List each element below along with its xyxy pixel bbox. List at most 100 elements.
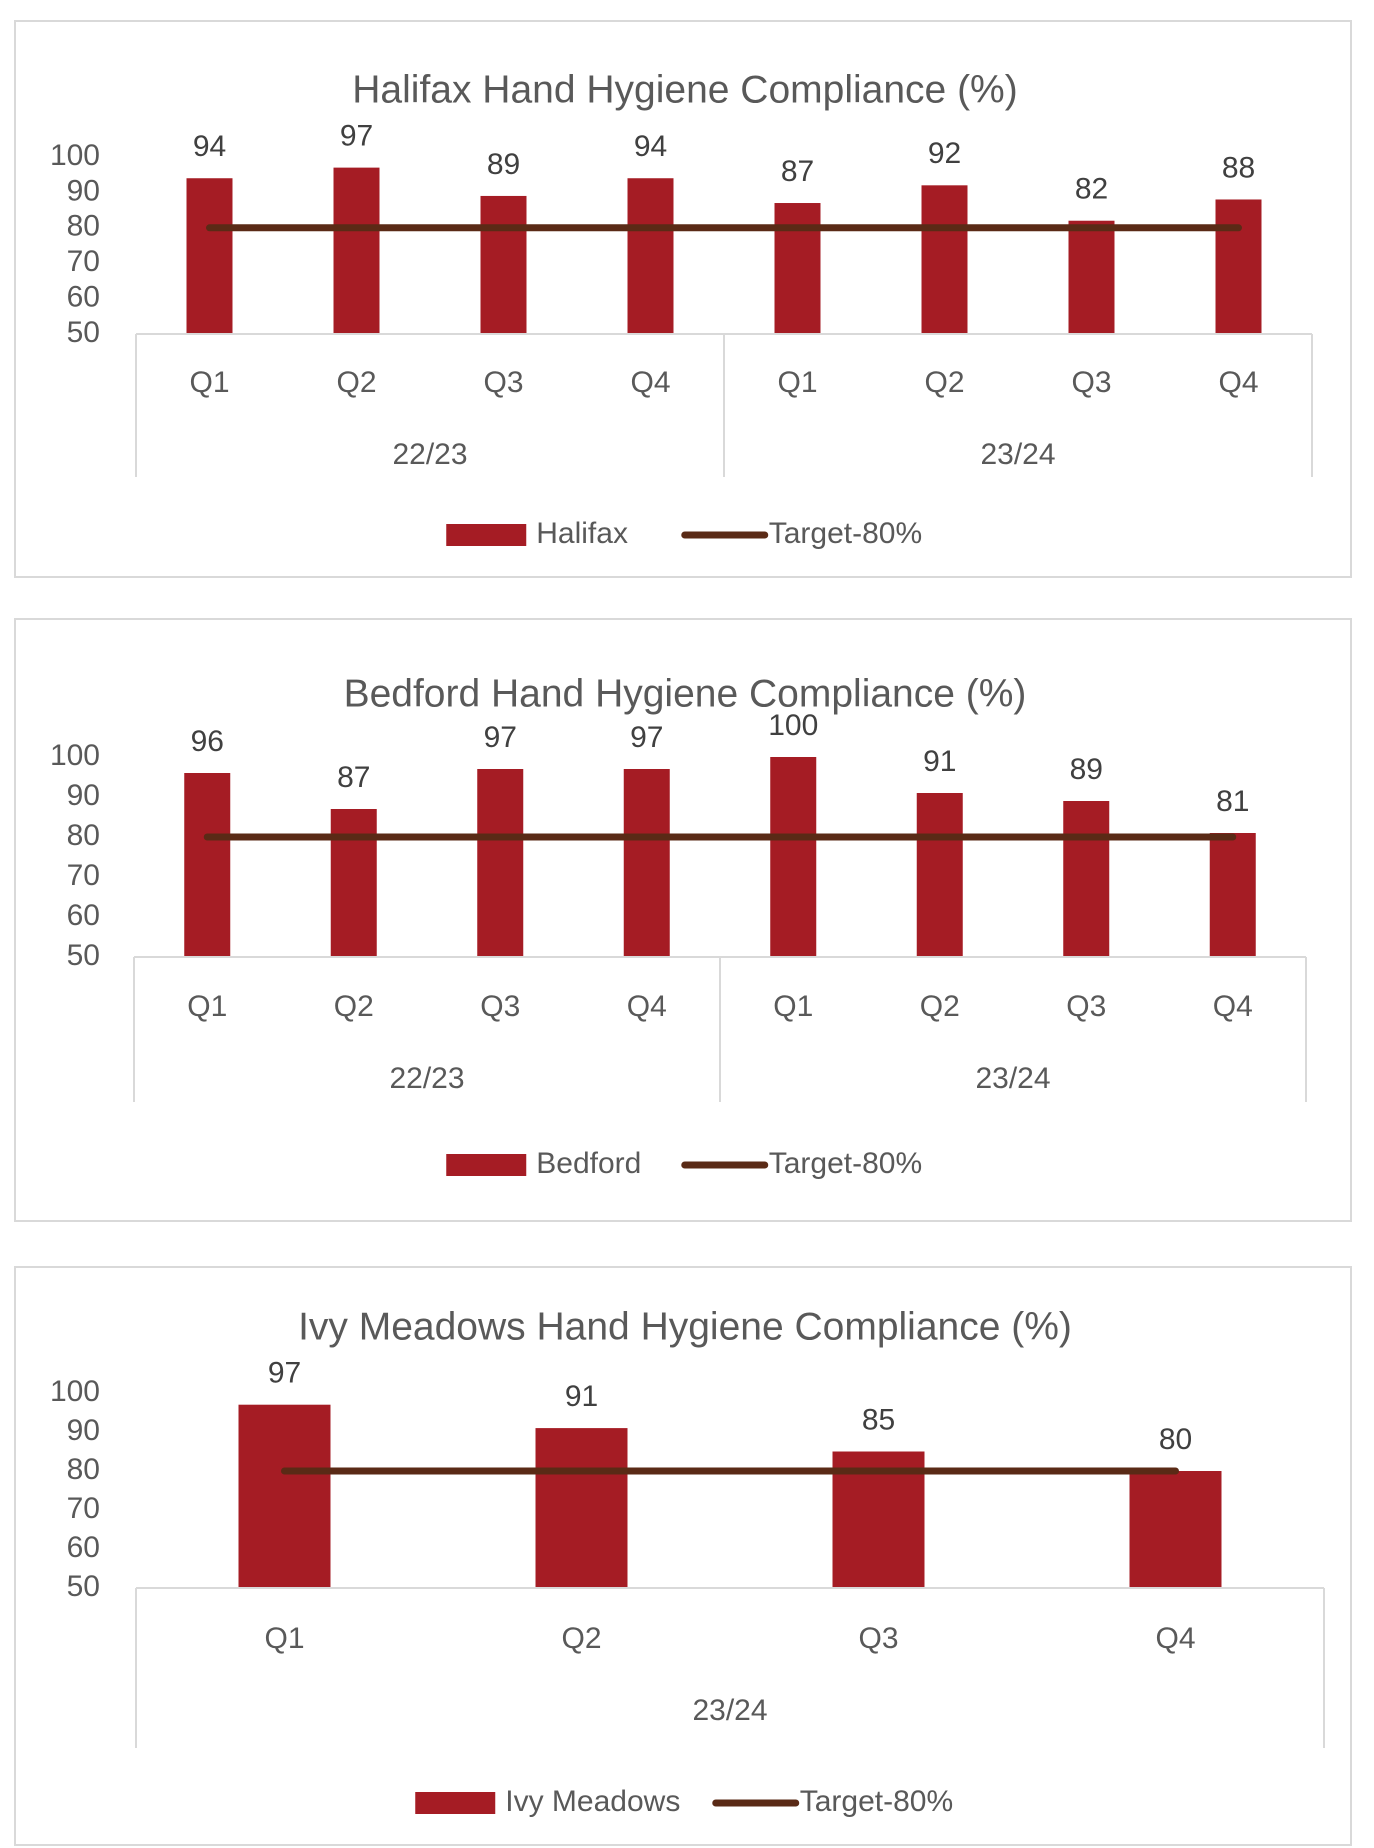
bar: [477, 769, 524, 957]
bar: [1215, 199, 1262, 334]
data-label: 100: [768, 709, 818, 742]
y-tick-label: 70: [67, 859, 100, 892]
x-tick-label: Q4: [627, 990, 667, 1023]
x-tick-label: Q3: [858, 1622, 898, 1655]
x-tick-label: Q2: [920, 990, 960, 1023]
bar: [535, 1428, 628, 1588]
data-label: 91: [923, 745, 956, 778]
data-label: 85: [862, 1403, 895, 1436]
y-tick-label: 80: [67, 819, 100, 852]
bar: [330, 809, 377, 957]
bar: [1209, 833, 1256, 957]
x-tick-label: Q4: [1155, 1622, 1195, 1655]
data-label: 89: [1070, 753, 1103, 786]
x-tick-label: Q1: [187, 990, 227, 1023]
bar: [774, 203, 821, 334]
y-tick-label: 60: [67, 1531, 100, 1564]
x-tick-label: Q2: [924, 366, 964, 399]
chart-bedford: Bedford Hand Hygiene Compliance (%) 50 60 7…: [50, 672, 1307, 1180]
y-tick-label: 90: [67, 174, 100, 207]
legend-swatch-bar: [446, 1154, 527, 1176]
x-tick-label: Q2: [561, 1622, 601, 1655]
chart-panel-ivy-meadows: Ivy Meadows Hand Hygiene Compliance (%) 5…: [14, 1266, 1352, 1846]
x-tick-label: Q3: [480, 990, 520, 1023]
chart-title: Ivy Meadows Hand Hygiene Compliance (%): [298, 1305, 1072, 1348]
legend-label: Ivy Meadows: [505, 1785, 680, 1818]
chart-panel-halifax: Halifax Hand Hygiene Compliance (%) 50 60 7…: [14, 20, 1352, 578]
bar: [184, 773, 231, 957]
data-label: 89: [487, 148, 520, 181]
data-label: 97: [484, 721, 517, 754]
bar: [916, 793, 963, 957]
x-tick-label: Q1: [189, 366, 229, 399]
x-tick-label: Q2: [336, 366, 376, 399]
y-tick-label: 80: [67, 1453, 100, 1486]
y-tick-label: 90: [67, 779, 100, 812]
x-tick-label: Q2: [334, 990, 374, 1023]
y-tick-label: 50: [67, 939, 100, 972]
chart-title: Halifax Hand Hygiene Compliance (%): [352, 68, 1017, 111]
data-label: 97: [630, 721, 663, 754]
data-label: 96: [191, 725, 224, 758]
x-tick-label: Q1: [777, 366, 817, 399]
y-tick-label: 70: [67, 245, 100, 278]
x-tick-label: Q1: [773, 990, 813, 1023]
y-tick-label: 50: [67, 1570, 100, 1603]
legend-label: Halifax: [536, 517, 628, 550]
bar: [1068, 220, 1115, 334]
x-group-label: 23/24: [692, 1694, 767, 1727]
legend-label: Target-80%: [800, 1785, 953, 1818]
legend-swatch-bar: [446, 524, 527, 546]
data-label: 87: [337, 761, 370, 794]
data-label: 91: [565, 1380, 598, 1413]
x-group-label: 23/24: [975, 1062, 1050, 1095]
data-label: 97: [268, 1357, 301, 1390]
chart-ivy-meadows: Ivy Meadows Hand Hygiene Compliance (%) 5…: [50, 1305, 1325, 1818]
bar: [627, 178, 674, 334]
x-tick-label: Q3: [1066, 990, 1106, 1023]
data-label: 88: [1222, 151, 1255, 184]
bar: [238, 1404, 331, 1588]
bar: [921, 185, 968, 334]
legend-label: Target-80%: [769, 517, 922, 550]
data-label: 81: [1216, 785, 1249, 818]
x-tick-label: Q4: [630, 366, 670, 399]
chart-halifax: Halifax Hand Hygiene Compliance (%) 50607…: [50, 68, 1313, 550]
y-tick-label: 60: [67, 281, 100, 314]
x-tick-label: Q1: [264, 1622, 304, 1655]
y-tick-label: 60: [67, 899, 100, 932]
x-group-label: 22/23: [389, 1062, 464, 1095]
bar: [1063, 801, 1110, 957]
data-label: 92: [928, 137, 961, 170]
chart-panel-bedford: Bedford Hand Hygiene Compliance (%) 50 60 7…: [14, 618, 1352, 1222]
legend-label: Bedford: [536, 1147, 641, 1180]
data-label: 94: [634, 130, 667, 163]
data-label: 94: [193, 130, 226, 163]
y-tick-label: 80: [67, 210, 100, 243]
legend-label: Target-80%: [769, 1147, 922, 1180]
x-tick-label: Q4: [1218, 366, 1258, 399]
y-tick-label: 90: [67, 1414, 100, 1447]
data-label: 87: [781, 155, 814, 188]
data-label: 80: [1159, 1423, 1192, 1456]
data-label: 97: [340, 120, 373, 153]
bar: [186, 178, 233, 334]
chart-title: Bedford Hand Hygiene Compliance (%): [344, 672, 1027, 715]
data-label: 82: [1075, 173, 1108, 206]
y-tick-label: 100: [50, 139, 100, 172]
bar: [770, 757, 817, 957]
x-group-label: 23/24: [980, 438, 1055, 471]
y-tick-label: 70: [67, 1492, 100, 1525]
bar: [1129, 1471, 1222, 1588]
bar: [480, 195, 527, 334]
bar: [623, 769, 670, 957]
legend-swatch-bar: [415, 1792, 496, 1814]
y-tick-label: 100: [50, 739, 100, 772]
x-group-label: 22/23: [392, 438, 467, 471]
bar: [333, 167, 380, 334]
y-tick-label: 50: [67, 316, 100, 349]
x-tick-label: Q3: [1071, 366, 1111, 399]
x-tick-label: Q4: [1213, 990, 1253, 1023]
y-tick-label: 100: [50, 1375, 100, 1408]
x-tick-label: Q3: [483, 366, 523, 399]
